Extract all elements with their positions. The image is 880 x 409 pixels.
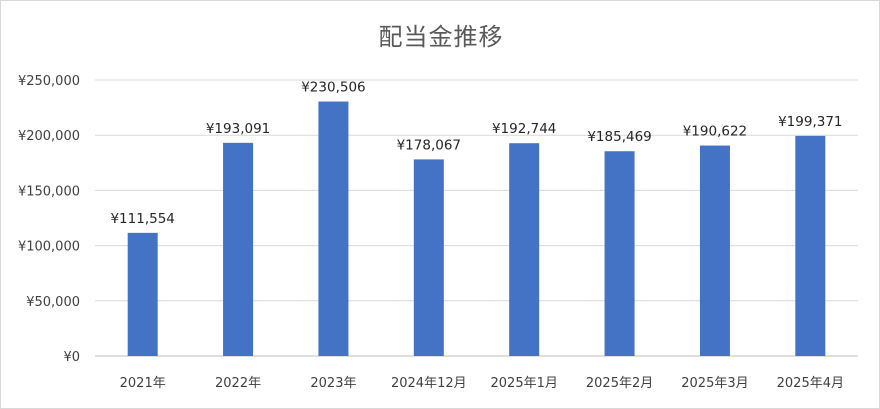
data-label: ¥192,744 — [492, 121, 556, 137]
x-tick-label: 2025年4月 — [777, 376, 844, 391]
y-tick-label: ¥0 — [63, 350, 80, 365]
bar — [795, 135, 826, 356]
x-tick-label: 2021年 — [120, 376, 166, 391]
data-label: ¥190,622 — [683, 124, 747, 140]
data-label: ¥185,469 — [587, 129, 651, 145]
data-label: ¥230,506 — [301, 80, 365, 96]
bar — [699, 145, 730, 356]
bar — [604, 151, 635, 356]
data-label: ¥178,067 — [397, 137, 461, 153]
x-tick-label: 2025年1月 — [491, 376, 558, 391]
y-tick-label: ¥200,000 — [18, 129, 80, 144]
x-tick-label: 2024年12月 — [391, 376, 467, 391]
x-tick-label: 2022年 — [215, 376, 261, 391]
bar — [223, 142, 254, 356]
y-tick-label: ¥50,000 — [26, 295, 80, 310]
bar — [413, 159, 444, 356]
data-label: ¥193,091 — [206, 121, 270, 137]
y-tick-label: ¥250,000 — [18, 74, 80, 89]
x-tick-label: 2025年3月 — [681, 376, 748, 391]
y-tick-label: ¥150,000 — [18, 184, 80, 199]
chart-title: 配当金推移 — [378, 23, 504, 51]
bar — [127, 232, 158, 356]
x-tick-label: 2023年 — [310, 376, 356, 391]
x-tick-label: 2025年2月 — [586, 376, 653, 391]
data-label: ¥111,554 — [110, 211, 174, 227]
y-tick-label: ¥100,000 — [18, 240, 80, 255]
bar — [509, 143, 540, 356]
bar — [318, 101, 349, 356]
data-label: ¥199,371 — [778, 114, 842, 130]
